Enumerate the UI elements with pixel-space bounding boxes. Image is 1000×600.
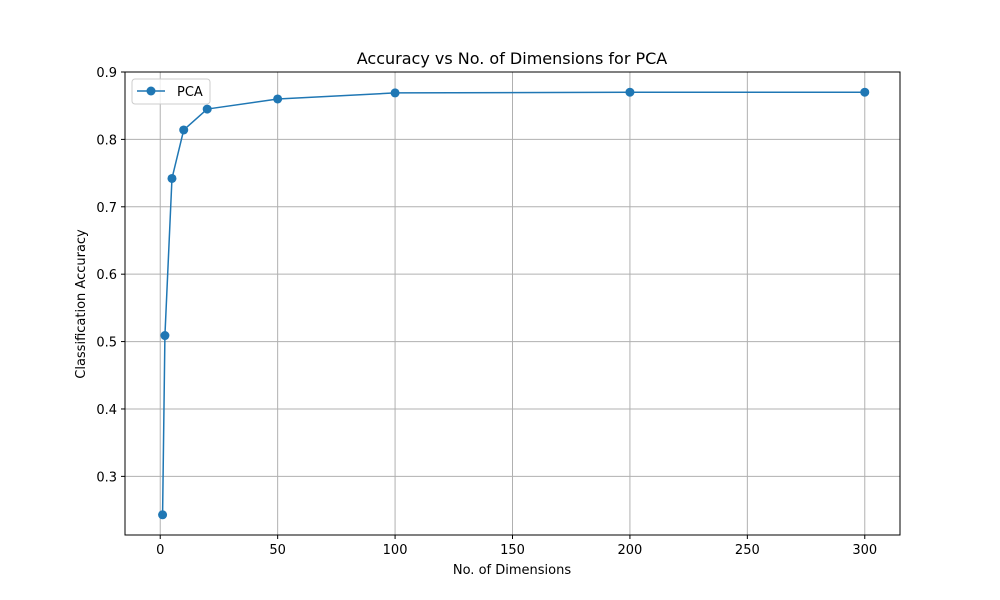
y-tick-label: 0.4	[96, 403, 117, 418]
x-tick-label: 150	[500, 543, 525, 558]
data-point-marker	[202, 104, 212, 114]
y-tick-label: 0.7	[96, 201, 117, 216]
y-tick-label: 0.5	[96, 336, 117, 351]
legend: PCA	[131, 78, 211, 105]
y-tick-label: 0.8	[96, 133, 117, 148]
chart-title: Accuracy vs No. of Dimensions for PCA	[357, 49, 668, 68]
y-tick-label: 0.9	[96, 66, 117, 81]
x-tick-label: 300	[852, 543, 877, 558]
data-point-marker	[167, 173, 177, 183]
legend-box	[131, 78, 211, 105]
data-point-marker	[860, 87, 870, 97]
y-axis-title: Classification Accuracy	[74, 229, 89, 379]
data-point-marker	[390, 88, 400, 98]
legend-marker-sample	[146, 86, 156, 96]
series-layer	[158, 87, 870, 520]
y-tick-label: 0.6	[96, 268, 117, 283]
y-tick-label: 0.3	[96, 470, 117, 485]
x-axis-title: No. of Dimensions	[453, 563, 571, 578]
data-point-marker	[179, 125, 189, 135]
x-tick-label: 200	[618, 543, 643, 558]
x-tick-label: 0	[156, 543, 164, 558]
legend-label: PCA	[177, 85, 203, 100]
data-point-marker	[160, 331, 170, 341]
data-point-marker	[158, 510, 168, 520]
data-point-marker	[625, 87, 635, 97]
x-tick-label: 250	[735, 543, 760, 558]
data-point-marker	[273, 94, 283, 104]
x-tick-label: 100	[383, 543, 408, 558]
x-tick-label: 50	[269, 543, 286, 558]
axis-ticks: 0 50 100 150 200 250 300 0.3 0.4 0.5 0.6 0.7 0.8 0.9	[96, 66, 877, 558]
